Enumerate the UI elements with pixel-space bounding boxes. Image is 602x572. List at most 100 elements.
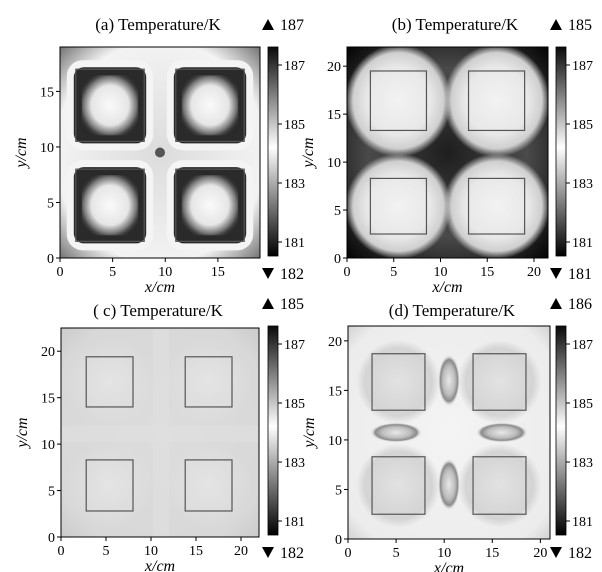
max-triangle-icon <box>262 298 274 309</box>
y-tick-label: 15 <box>40 85 54 100</box>
min-triangle-icon <box>550 268 562 279</box>
max-value-label: 185 <box>568 17 592 34</box>
x-tick-label: 5 <box>109 265 116 280</box>
colorbar-tick-label: 183 <box>572 456 593 471</box>
max-value-label: 185 <box>280 296 304 313</box>
x-tick-label: 0 <box>58 544 65 559</box>
max-value-label: 186 <box>568 296 592 313</box>
colorbar-tick-label: 183 <box>284 456 305 471</box>
panel-title: ( c) Temperature/K <box>93 301 223 320</box>
colorbar-tick-label: 183 <box>572 177 593 192</box>
warm-blob <box>65 441 154 530</box>
max-triangle-icon <box>550 19 562 30</box>
min-value-label: 182 <box>568 545 592 562</box>
colorbar <box>555 46 567 257</box>
hot-core <box>181 75 239 136</box>
y-tick-label: 10 <box>327 156 341 171</box>
panel-d: (d) Temperature/K 0 5 10 15 20 0 5 10 15 20 x/cm y/c… <box>301 296 593 572</box>
y-axis-label: y/cm <box>301 417 318 449</box>
heat-source-square <box>371 353 426 411</box>
warm-blob <box>65 337 154 426</box>
x-tick-label: 0 <box>345 546 352 561</box>
min-triangle-icon <box>550 547 562 558</box>
heat-source-square <box>369 70 428 132</box>
min-value-label: 181 <box>568 266 592 283</box>
y-tick-label: 15 <box>328 384 342 399</box>
x-tick-label: 15 <box>485 546 499 561</box>
heat-source-square <box>467 70 526 132</box>
y-tick-label: 5 <box>334 204 341 219</box>
min-value-label: 182 <box>280 545 304 562</box>
heatmap-field <box>347 47 548 258</box>
x-tick-label: 5 <box>390 265 397 280</box>
heat-source-square <box>85 459 134 512</box>
y-tick-label: 0 <box>48 531 55 546</box>
x-tick-label: 0 <box>344 265 351 280</box>
colorbar <box>267 46 279 257</box>
y-tick-label: 5 <box>335 483 342 498</box>
y-tick-label: 0 <box>335 533 342 548</box>
hot-blob <box>347 47 452 158</box>
x-tick-label: 10 <box>433 265 447 280</box>
heat-source-square <box>184 459 233 512</box>
panel-title: (a) Temperature/K <box>95 15 221 34</box>
x-tick-label: 15 <box>480 265 494 280</box>
hot-core <box>81 75 139 136</box>
x-tick-label: 0 <box>57 265 64 280</box>
colorbar-tick-label: 185 <box>572 118 593 133</box>
heat-source-square <box>75 68 145 142</box>
min-triangle-icon <box>262 268 274 279</box>
colorbar-tick-label: 187 <box>284 59 305 74</box>
colorbar-tick-label: 181 <box>572 515 593 530</box>
heatmap-field <box>61 328 259 537</box>
y-tick-label: 5 <box>47 196 54 211</box>
y-axis-label: y/cm <box>14 417 31 449</box>
y-tick-label: 0 <box>334 252 341 267</box>
horizontal-hot-ellipse <box>475 422 528 443</box>
colorbar-tick-label: 183 <box>284 177 305 192</box>
heat-source-square <box>175 168 245 242</box>
y-axis-label: y/cm <box>300 137 317 169</box>
x-tick-label: 10 <box>144 544 158 559</box>
panel-title: (d) Temperature/K <box>389 301 516 320</box>
x-tick-label: 20 <box>533 546 547 561</box>
vertical-hot-ellipse <box>438 354 460 407</box>
x-tick-label: 10 <box>437 546 451 561</box>
y-tick-label: 20 <box>327 60 341 75</box>
heat-source-square <box>472 456 527 515</box>
x-tick-label: 20 <box>527 265 541 280</box>
horizontal-hot-ellipse <box>370 422 423 443</box>
y-tick-label: 0 <box>47 252 54 267</box>
x-tick-label: 15 <box>189 544 203 559</box>
warm-blob <box>164 337 253 426</box>
x-tick-label: 5 <box>103 544 110 559</box>
heat-source-square <box>184 356 233 408</box>
square-zone <box>356 443 441 528</box>
max-triangle-icon <box>262 19 274 30</box>
hot-blob <box>347 153 452 258</box>
plot-frame <box>60 327 260 538</box>
square-zone <box>356 339 441 424</box>
x-axis-label: x/cm <box>144 279 175 296</box>
max-triangle-icon <box>550 298 562 309</box>
y-tick-label: 15 <box>41 392 55 407</box>
square-zone <box>457 339 542 424</box>
colorbar-tick-label: 187 <box>284 338 305 353</box>
heatmap-field <box>60 47 260 258</box>
heat-source-square <box>85 356 134 408</box>
heat-source-square <box>369 177 428 235</box>
vertical-hot-ellipse <box>438 458 460 511</box>
colorbar-tick-label: 181 <box>284 515 305 530</box>
panel-a: (a) Temperature/K 0 5 10 15 0 5 10 15 x/cm y/cm 187… <box>13 15 305 296</box>
heat-source-square <box>467 177 526 235</box>
x-axis-label: x/cm <box>144 558 175 572</box>
hot-blob <box>443 153 548 258</box>
x-tick-label: 20 <box>234 544 248 559</box>
plot-frame <box>346 46 549 259</box>
colorbar-tick-label: 187 <box>572 59 593 74</box>
min-triangle-icon <box>262 547 274 558</box>
plot-frame <box>59 46 261 259</box>
colorbar-tick-label: 185 <box>284 397 305 412</box>
x-axis-label: x/cm <box>433 560 464 572</box>
